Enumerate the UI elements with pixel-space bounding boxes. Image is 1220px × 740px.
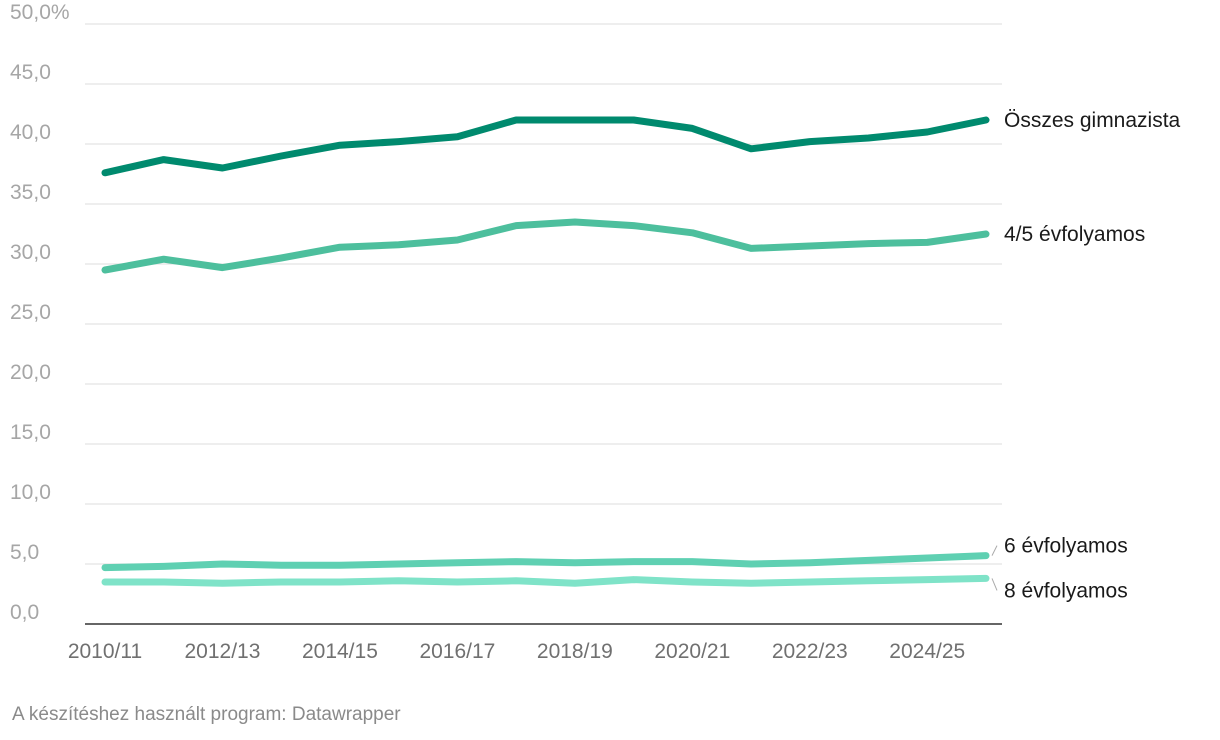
line-chart: 0,0 5,0 10,0 15,0 20,0 25,0 30,0 35,0 40,0 45,0 50… <box>10 1 1181 663</box>
x-tick-label: 2020/21 <box>654 640 730 663</box>
series-label: Összes gimnazista <box>1004 109 1181 132</box>
y-tick-label: 35,0 <box>10 181 51 204</box>
series-labels: Összes gimnazista 4/5 évfolyamos 6 évfolya… <box>991 109 1181 602</box>
y-tick-label: 20,0 <box>10 361 51 384</box>
x-tick-label: 2024/25 <box>889 640 965 663</box>
x-axis-ticks: 2010/11 2012/13 2014/15 2016/17 2018/19 2020/… <box>68 640 965 663</box>
label-connector <box>991 545 998 556</box>
series-lines <box>101 116 990 587</box>
x-tick-label: 2012/13 <box>185 640 261 663</box>
credit-footer: A készítéshez használt program: Datawrap… <box>12 704 401 725</box>
series-line <box>101 552 990 572</box>
label-connector <box>991 578 998 591</box>
y-tick-label: 40,0 <box>10 121 51 144</box>
y-tick-label: 45,0 <box>10 61 51 84</box>
y-tick-label: 0,0 <box>10 601 39 624</box>
y-tick-label: 30,0 <box>10 241 51 264</box>
y-tick-label: 25,0 <box>10 301 51 324</box>
series-label: 8 évfolyamos <box>1004 579 1128 602</box>
grid-lines <box>85 23 1002 625</box>
series-label: 4/5 évfolyamos <box>1004 223 1145 246</box>
y-axis-ticks: 0,0 5,0 10,0 15,0 20,0 25,0 30,0 35,0 40,0 45,0 50… <box>10 1 70 624</box>
y-tick-label: 15,0 <box>10 421 51 444</box>
x-tick-label: 2022/23 <box>772 640 848 663</box>
series-line <box>101 574 990 587</box>
x-tick-label: 2018/19 <box>537 640 613 663</box>
x-tick-label: 2014/15 <box>302 640 378 663</box>
x-tick-label: 2016/17 <box>419 640 495 663</box>
series-label: 6 évfolyamos <box>1004 535 1128 558</box>
series-line <box>101 218 990 274</box>
x-tick-label: 2010/11 <box>68 640 142 663</box>
y-tick-label: 50,0% <box>10 1 70 24</box>
series-line <box>101 116 990 177</box>
y-tick-label: 10,0 <box>10 481 51 504</box>
y-tick-label: 5,0 <box>10 541 39 564</box>
